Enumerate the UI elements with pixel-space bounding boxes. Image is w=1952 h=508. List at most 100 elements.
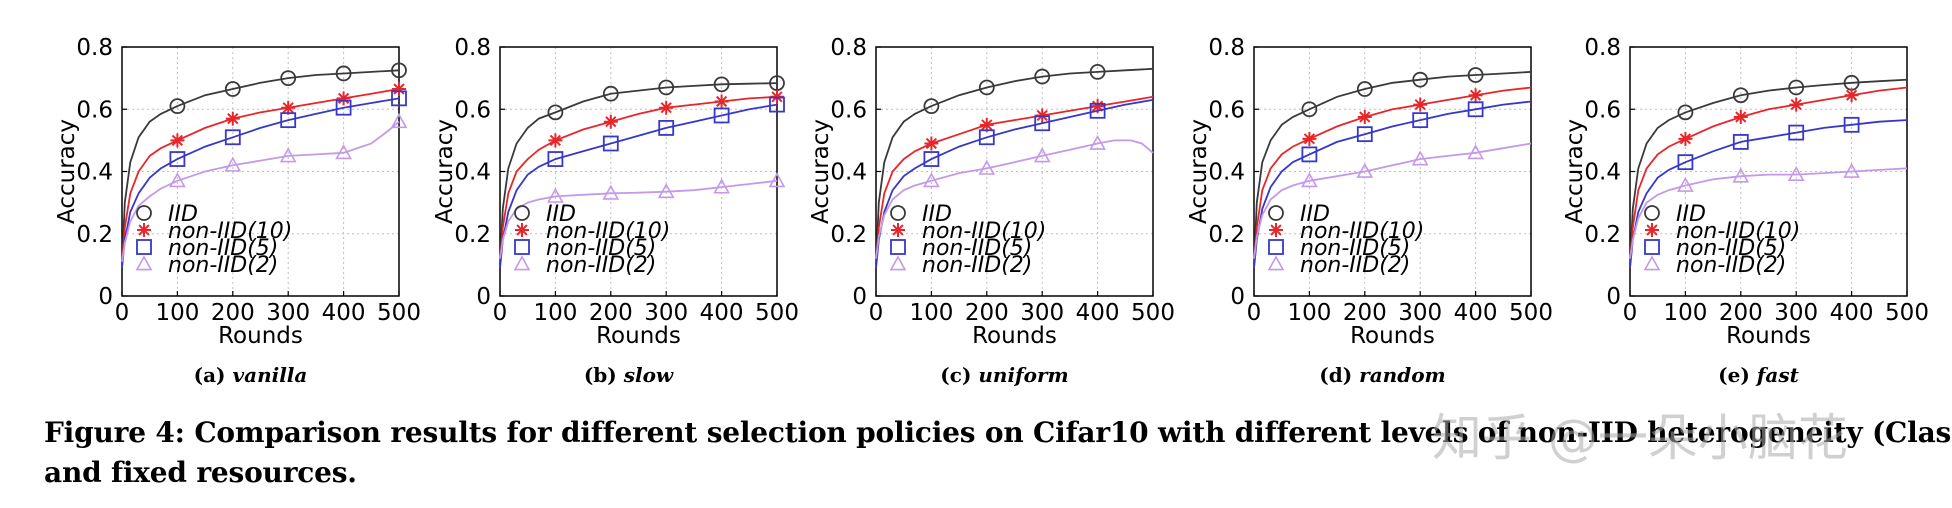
y-axis-label: Accuracy (432, 119, 458, 224)
x-tick-label-400: 400 (322, 300, 366, 326)
series-marker-iid (280, 70, 297, 87)
watermark: 知乎 @一朵小脑花 (1432, 409, 1848, 467)
legend-label-non-iid-10: non-IID(10) (922, 219, 1046, 244)
series-marker-non-iid-2 (1467, 144, 1484, 160)
sub-caption: (b) slow (584, 363, 674, 387)
legend-label-non-iid-2: non-IID(2) (546, 253, 656, 278)
x-tick-label-400: 400 (1830, 300, 1874, 326)
series-marker-non-iid-10 (1844, 88, 1859, 103)
legend-marker-non-iid-2 (513, 255, 531, 271)
series-marker-non-iid-5 (224, 129, 241, 146)
series-line-non-iid-2 (875, 139, 1154, 259)
legend-marker-non-iid-10 (891, 223, 905, 237)
x-tick-label-200: 200 (1719, 300, 1763, 326)
x-tick-label-0: 0 (869, 300, 884, 326)
x-tick-label-100: 100 (533, 300, 577, 326)
series-marker-iid (923, 98, 940, 115)
series-marker-non-iid-2 (169, 172, 186, 188)
series-marker-non-iid-5 (713, 107, 730, 124)
x-tick-label-400: 400 (700, 300, 744, 326)
legend-marker-iid (514, 205, 530, 221)
series-marker-non-iid-2 (1677, 176, 1694, 192)
series-marker-non-iid-5 (1732, 134, 1749, 150)
series-line-iid (499, 82, 778, 265)
x-axis-label: Rounds (218, 323, 303, 349)
legend-marker-iid (1644, 205, 1660, 221)
series-marker-non-iid-2 (1843, 162, 1860, 178)
series-marker-non-iid-10 (336, 91, 351, 106)
series-marker-non-iid-2 (602, 184, 620, 200)
y-tick-label-0.2: 0.2 (830, 222, 867, 248)
series-marker-non-iid-5 (169, 151, 186, 167)
legend-label-non-iid-5: non-IID(5) (1300, 236, 1410, 261)
series-marker-non-iid-2 (713, 178, 730, 194)
x-tick-label-500: 500 (1131, 300, 1175, 326)
x-tick-label-300: 300 (1398, 300, 1442, 326)
series-marker-iid (1467, 67, 1484, 83)
chart-random: 0 100 200 300 400 500 0 0.2 0.4 0.6 0.8 Rounds Accur… (1186, 35, 1553, 387)
legend-marker-non-iid-5 (1644, 239, 1660, 255)
series-line-iid (875, 67, 1154, 265)
series-marker-non-iid-10 (924, 136, 939, 151)
y-tick-label-0.4: 0.4 (76, 160, 113, 186)
chart-uniform: 0 100 200 300 400 500 0 0.2 0.4 0.6 0.8 Rounds Accur… (808, 35, 1175, 387)
y-tick-label-0.6: 0.6 (454, 97, 491, 123)
legend-marker-non-iid-2 (1267, 255, 1285, 271)
y-tick-label-0.6: 0.6 (76, 97, 113, 123)
legend-label-non-iid-10: non-IID(10) (546, 219, 670, 244)
series-line-non-iid-10 (1253, 86, 1532, 265)
y-tick-label-0.6: 0.6 (1208, 97, 1245, 123)
y-axis-label: Accuracy (1186, 119, 1212, 224)
series-line-non-iid-5 (875, 99, 1154, 269)
chart-vanilla: 0 100 200 300 400 500 0 0.2 0.4 0.6 0.8 Rounds Accur… (54, 35, 421, 387)
legend-label-non-iid-5: non-IID(5) (922, 236, 1032, 261)
series-marker-non-iid-2 (923, 172, 940, 188)
x-tick-label-100: 100 (1663, 300, 1707, 326)
x-tick-label-200: 200 (965, 300, 1009, 326)
x-tick-label-300: 300 (1020, 300, 1064, 326)
series-line-non-iid-10 (875, 95, 1154, 265)
x-tick-label-0: 0 (493, 300, 508, 326)
series-marker-non-iid-5 (280, 112, 297, 129)
legend-label-non-iid-5: non-IID(5) (168, 236, 278, 261)
x-tick-label-0: 0 (115, 300, 130, 326)
series-marker-non-iid-10 (1090, 99, 1105, 114)
series-line-non-iid-10 (1629, 86, 1908, 265)
sub-caption-policy: random (1359, 363, 1446, 387)
series-marker-iid (1301, 101, 1318, 118)
series-line-non-iid-2 (499, 179, 778, 259)
x-tick-label-100: 100 (155, 300, 199, 326)
y-tick-label-0: 0 (1230, 284, 1245, 310)
series-marker-non-iid-5 (1677, 154, 1694, 171)
y-tick-label-0.2: 0.2 (1584, 222, 1621, 248)
x-axis-label: Rounds (1726, 323, 1811, 349)
legend-marker-non-iid-2 (135, 255, 153, 271)
x-tick-label-200: 200 (1343, 300, 1387, 326)
legend-marker-non-iid-10 (1645, 223, 1659, 237)
y-tick-label-0.8: 0.8 (1584, 35, 1621, 61)
series-line-non-iid-5 (121, 97, 400, 269)
series-marker-iid (335, 65, 352, 82)
y-axis-label: Accuracy (808, 119, 834, 224)
series-marker-non-iid-10 (225, 111, 240, 126)
x-tick-label-200: 200 (211, 300, 255, 326)
series-marker-non-iid-5 (923, 151, 940, 167)
series-line-iid (121, 69, 400, 265)
series-line-non-iid-2 (1253, 142, 1532, 259)
figure-charts: 0 100 200 300 400 500 0 0.2 0.4 0.6 0.8 Rounds Accur… (54, 35, 1929, 387)
series-line-iid (1253, 71, 1532, 265)
legend-marker-non-iid-5 (1268, 239, 1284, 255)
series-line-non-iid-10 (499, 95, 778, 265)
series-marker-non-iid-5 (1356, 126, 1373, 143)
series-marker-iid (547, 104, 564, 121)
legend-label-non-iid-2: non-IID(2) (1676, 253, 1786, 278)
y-tick-label-0.8: 0.8 (1208, 35, 1245, 61)
series-marker-iid (1034, 68, 1051, 85)
sub-caption: (a) vanilla (194, 363, 308, 387)
figure-caption-line1: Figure 4: Comparison results for differe… (44, 416, 1952, 449)
series-marker-non-iid-10 (979, 117, 994, 132)
series-marker-iid (1089, 64, 1106, 80)
series-marker-non-iid-2 (1089, 134, 1106, 150)
series-marker-non-iid-5 (602, 135, 619, 152)
legend-marker-non-iid-10 (1269, 223, 1283, 237)
